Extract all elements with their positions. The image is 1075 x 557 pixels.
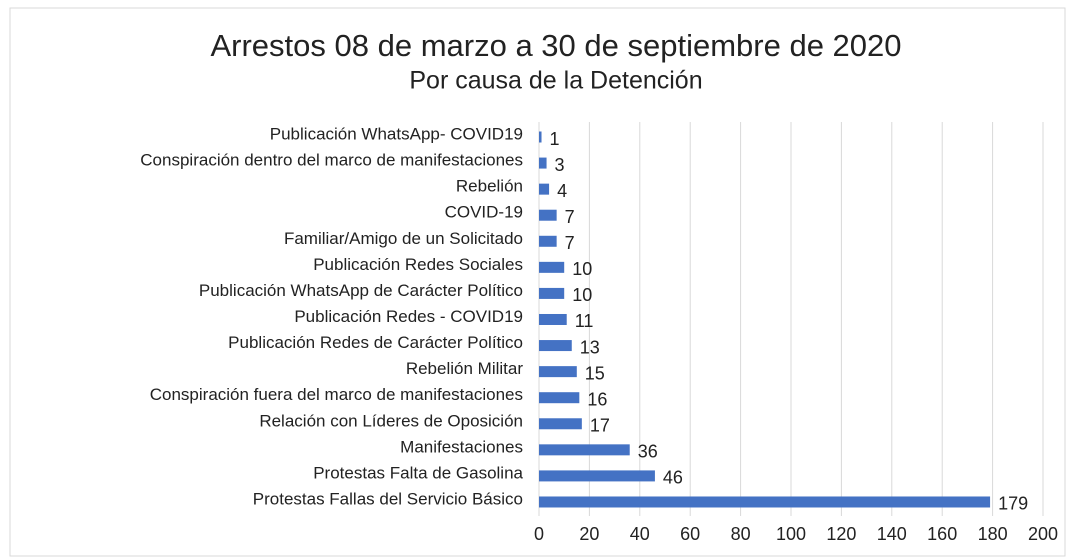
y-tick-label: Protestas Fallas del Servicio Básico [253, 489, 523, 508]
x-tick-label: 120 [826, 524, 856, 544]
y-tick-label: Publicación Redes de Carácter Político [228, 333, 523, 352]
bar [539, 157, 547, 169]
x-tick-label: 0 [534, 524, 544, 544]
data-label: 4 [557, 181, 567, 201]
bar [539, 392, 580, 404]
bar [539, 131, 542, 143]
chart-subtitle: Por causa de la Detención [409, 67, 702, 95]
chart-frame [9, 7, 1066, 557]
data-label: 13 [580, 337, 600, 357]
data-label: 3 [555, 155, 565, 175]
data-label: 46 [663, 468, 683, 488]
x-tick-label: 20 [579, 524, 599, 544]
bar [539, 183, 550, 195]
y-tick-label: Relación con Líderes de Oposición [259, 411, 523, 430]
bar [539, 470, 655, 482]
x-tick-label: 140 [877, 524, 907, 544]
chart-title: Arrestos 08 de marzo a 30 de septiembre … [210, 28, 901, 63]
y-tick-label: Conspiración dentro del marco de manifes… [140, 151, 523, 170]
data-label: 36 [638, 442, 658, 462]
y-tick-label: Publicación Redes - COVID19 [294, 307, 523, 326]
data-label: 10 [572, 285, 592, 305]
data-label: 15 [585, 363, 605, 383]
x-tick-label: 160 [927, 524, 957, 544]
y-tick-label: Conspiración fuera del marco de manifest… [150, 385, 523, 404]
bar [539, 313, 567, 325]
data-label: 1 [550, 129, 560, 149]
y-tick-label: Familiar/Amigo de un Solicitado [284, 229, 523, 248]
data-label: 179 [998, 494, 1028, 514]
y-tick-label: Publicación Redes Sociales [313, 255, 523, 274]
data-label: 7 [565, 233, 575, 253]
y-tick-label: Protestas Falta de Gasolina [313, 463, 523, 482]
x-tick-label: 100 [776, 524, 806, 544]
bar [539, 366, 577, 378]
data-label: 10 [572, 259, 592, 279]
y-tick-label: COVID-19 [445, 203, 523, 222]
bar [539, 496, 991, 508]
bar [539, 444, 630, 456]
bar [539, 261, 565, 273]
data-label: 16 [587, 389, 607, 409]
x-tick-label: 180 [978, 524, 1008, 544]
y-tick-label: Rebelión [456, 177, 523, 196]
bar [539, 418, 582, 430]
bar [539, 209, 557, 221]
x-tick-label: 80 [731, 524, 751, 544]
x-tick-label: 200 [1028, 524, 1058, 544]
bar [539, 235, 557, 247]
data-label: 11 [575, 311, 594, 331]
y-tick-label: Manifestaciones [400, 437, 523, 456]
x-tick-label: 40 [630, 524, 650, 544]
y-tick-label: Publicación WhatsApp- COVID19 [270, 124, 523, 143]
x-tick-label: 60 [680, 524, 700, 544]
bar [539, 340, 572, 352]
y-tick-label: Publicación WhatsApp de Carácter Polític… [199, 281, 523, 300]
data-label: 7 [565, 207, 575, 227]
y-tick-label: Rebelión Militar [406, 359, 523, 378]
bar [539, 287, 565, 299]
data-label: 17 [590, 416, 610, 436]
